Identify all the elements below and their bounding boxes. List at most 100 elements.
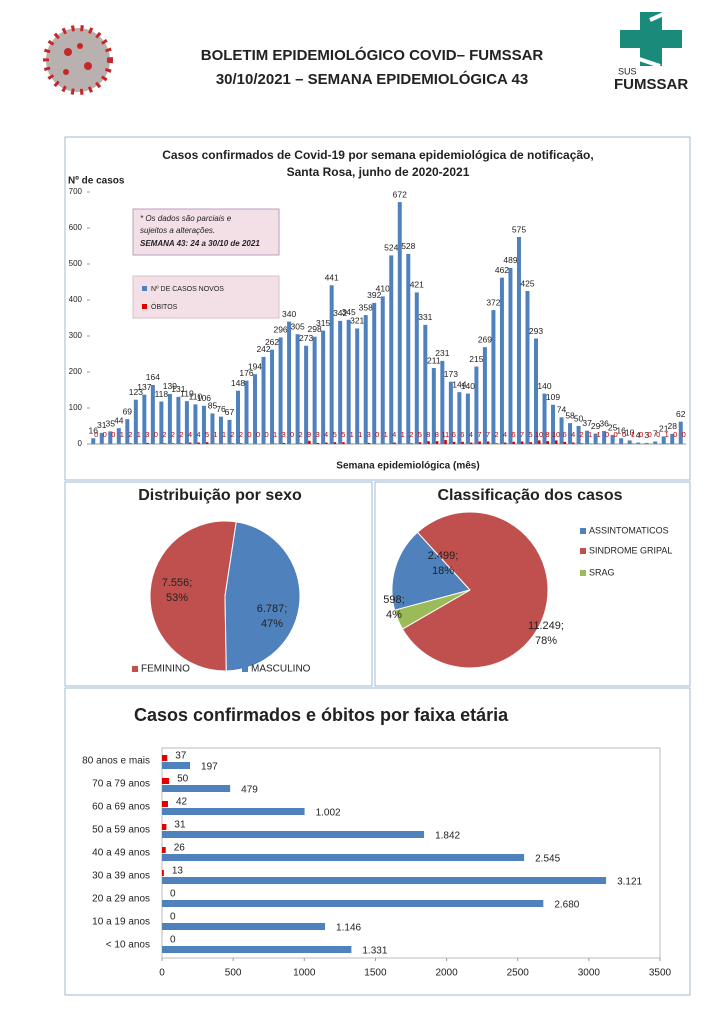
case-bar [261,356,266,444]
death-bar [555,440,558,444]
case-bar [448,381,453,444]
case-label: 262 [265,337,279,347]
case-label: 50 [574,413,584,423]
case-label: 176 [239,368,253,378]
death-label: 2 [128,430,132,439]
death-label: 37 [175,751,187,762]
death-label: 5 [333,430,337,439]
death-label: 6 [452,430,456,439]
case-label: 321 [350,316,364,326]
x-axis-label: Semana epidemiológica (mês) [336,461,479,472]
case-label: 140 [461,381,475,391]
death-bar [563,441,567,444]
case-label: 131 [171,384,185,394]
case-label: 76 [216,404,226,414]
death-bar [572,442,575,444]
case-label: 119 [180,388,194,398]
case-label: 31 [97,420,107,430]
case-bar [162,854,525,861]
case-bar [363,315,368,444]
case-label: 164 [146,372,160,382]
case-label: 1.002 [316,808,341,819]
death-label: 0 [614,430,618,439]
death-label: 9 [307,430,311,439]
death-label: 7 [520,430,524,439]
case-bar [551,404,556,444]
death-label: 1 [358,430,362,439]
x-tick-label: 0 [159,968,165,979]
case-label: 35 [106,419,116,429]
case-label: 21 [659,424,669,434]
case-bar [321,330,326,444]
death-label: 8 [426,430,430,439]
category-label: 10 a 19 anos [92,917,150,928]
case-bar [287,321,292,444]
case-label: 173 [444,369,458,379]
case-bar [162,785,231,792]
case-bar [508,267,513,444]
death-label: 1 [273,430,277,439]
death-label: 1 [350,430,354,439]
case-label: 331 [418,312,432,322]
death-label: 0 [170,912,176,923]
title: 30/10/2021 – SEMANA EPIDEMIOLÓGICA 43 [216,70,528,88]
case-label: 231 [435,348,449,358]
annotation: SEMANA 43: 24 a 30/10 de 2021 [140,239,260,248]
case-label: 575 [512,224,526,234]
death-label: 1 [120,430,124,439]
case-bar [270,349,275,444]
pie-slice [391,531,471,611]
case-label: 1.842 [435,831,460,842]
death-label: 3 [145,430,149,439]
legend-label: SRAG [589,567,615,577]
legend-label: MASCULINO [251,664,311,675]
death-label: 4 [392,430,396,439]
case-bar [670,433,675,444]
category-label: < 10 anos [106,940,150,951]
death-bar [435,441,439,444]
case-bar [457,392,462,444]
case-bar [355,328,360,444]
x-tick-label: 1500 [364,968,387,979]
case-bar [525,291,530,444]
death-label: 1 [665,430,669,439]
case-label: 489 [503,255,517,265]
death-bar [580,443,584,444]
death-bar [316,442,320,444]
death-label: 0 [656,430,660,439]
case-bar [568,423,573,444]
pie-slice [224,521,301,672]
case-bar [159,401,164,444]
case-bar [162,946,352,953]
death-label: 0 [154,430,158,439]
death-bar [299,443,303,444]
panel [64,481,373,687]
category-label: 60 a 69 anos [92,802,150,813]
death-label: 1 [401,430,405,439]
legend-swatch [132,666,138,672]
case-bar [184,401,189,444]
death-label: 0 [648,430,652,439]
death-bar [495,443,498,444]
case-bar [133,399,138,444]
case-bar [295,334,300,444]
death-label: 2 [299,430,303,439]
death-label: 0 [290,430,294,439]
death-bar [418,442,422,444]
death-label: 0 [605,430,609,439]
case-bar [125,419,130,444]
case-bar [661,436,666,444]
case-label: 410 [376,284,390,294]
case-label: 2.680 [554,900,579,911]
panel [64,687,691,996]
death-bar [478,441,481,444]
logo [620,10,682,68]
x-tick-label: 1000 [293,968,316,979]
legend-label: ÓBITOS [151,302,178,311]
slice-value: 11.249; [528,620,564,632]
case-label: 139 [163,381,177,391]
case-label: 298 [308,324,322,334]
category-label: 40 a 49 anos [92,848,150,859]
case-bar [389,255,394,444]
case-bar [414,292,419,444]
